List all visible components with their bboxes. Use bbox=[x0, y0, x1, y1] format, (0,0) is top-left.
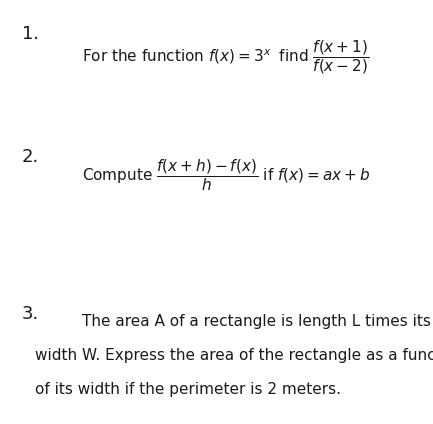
Text: 3.: 3. bbox=[22, 305, 39, 323]
Text: of its width if the perimeter is 2 meters.: of its width if the perimeter is 2 meter… bbox=[35, 382, 341, 396]
Text: 2.: 2. bbox=[22, 148, 39, 166]
Text: Compute $\dfrac{f(x+h)-f(x)}{h}$ if $f(x) = ax + b$: Compute $\dfrac{f(x+h)-f(x)}{h}$ if $f(x… bbox=[82, 157, 371, 192]
Text: The area A of a rectangle is length L times its: The area A of a rectangle is length L ti… bbox=[82, 314, 431, 329]
Text: 1.: 1. bbox=[22, 25, 39, 43]
Text: For the function $f(x) = 3^x\;$ find $\dfrac{f(x+1)}{f(x-2)}$: For the function $f(x) = 3^x\;$ find $\d… bbox=[82, 38, 370, 76]
Text: width W. Express the area of the rectangle as a function: width W. Express the area of the rectang… bbox=[35, 348, 433, 363]
